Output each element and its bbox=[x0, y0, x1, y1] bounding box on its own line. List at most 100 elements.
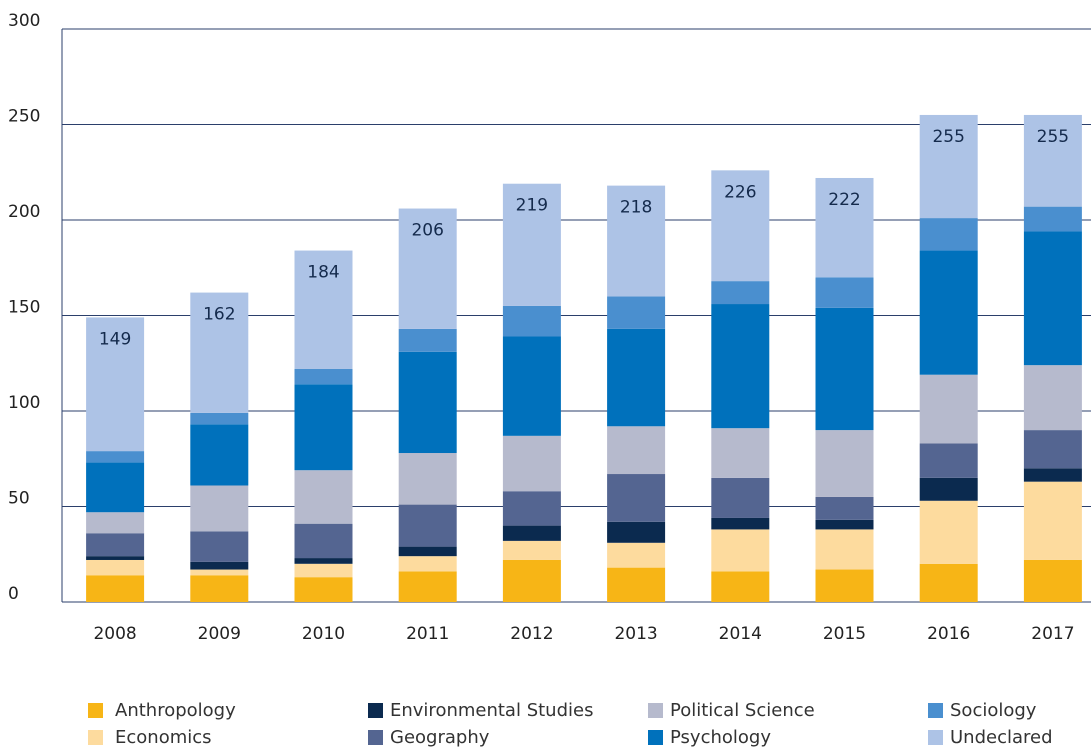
legend-label: Undeclared bbox=[950, 727, 1053, 748]
bar-segment bbox=[919, 218, 978, 251]
bar-segment bbox=[815, 177, 874, 278]
bar-segment bbox=[711, 477, 770, 518]
x-tick-label: 2010 bbox=[302, 624, 345, 644]
bar-segment bbox=[711, 170, 770, 282]
bar-segment bbox=[398, 453, 457, 505]
bar-segment bbox=[190, 424, 249, 486]
y-tick-label: 250 bbox=[8, 107, 40, 127]
bar-segment bbox=[86, 559, 145, 576]
bar-segment bbox=[294, 384, 353, 471]
legend-swatch bbox=[88, 730, 103, 745]
bar-segment bbox=[502, 559, 561, 602]
x-tick-label: 2013 bbox=[614, 624, 657, 644]
total-label: 162 bbox=[203, 305, 235, 325]
bar-segment bbox=[86, 512, 145, 534]
bar-segment bbox=[607, 328, 666, 427]
total-label: 184 bbox=[307, 263, 339, 283]
bar-segment bbox=[502, 540, 561, 560]
bar-segment bbox=[294, 368, 353, 385]
bar-segment bbox=[398, 556, 457, 572]
bar-segment bbox=[711, 428, 770, 478]
bar-segment bbox=[294, 470, 353, 524]
bar-segment bbox=[190, 531, 249, 562]
bar-segment bbox=[294, 250, 353, 369]
bar-segment bbox=[190, 412, 249, 425]
bar-segment bbox=[1023, 559, 1082, 602]
bar-segment bbox=[607, 521, 666, 543]
legend-label: Anthropology bbox=[115, 700, 236, 721]
bar-segment bbox=[1023, 114, 1082, 207]
x-tick-label: 2009 bbox=[198, 624, 241, 644]
x-tick-label: 2011 bbox=[406, 624, 449, 644]
bar-segment bbox=[86, 533, 145, 557]
bar-segment bbox=[607, 426, 666, 475]
y-tick-label: 100 bbox=[8, 393, 40, 413]
bar-segment bbox=[815, 277, 874, 308]
bar-segment bbox=[815, 430, 874, 497]
bar-segment bbox=[815, 569, 874, 602]
bar-segment bbox=[711, 571, 770, 602]
y-tick-label: 50 bbox=[8, 489, 30, 509]
x-tick-label: 2016 bbox=[927, 624, 970, 644]
bar-segment bbox=[815, 307, 874, 431]
y-tick-label: 200 bbox=[8, 202, 40, 222]
bar-segment bbox=[294, 558, 353, 564]
total-label: 255 bbox=[1037, 127, 1069, 147]
y-tick-label: 300 bbox=[8, 11, 40, 31]
y-tick-label: 150 bbox=[8, 298, 40, 318]
bar-segment bbox=[711, 529, 770, 572]
bar-segment bbox=[1023, 468, 1082, 482]
bar-segment bbox=[502, 336, 561, 436]
bar-segment bbox=[86, 317, 145, 452]
bar-segment bbox=[190, 575, 249, 602]
bar-segment bbox=[190, 569, 249, 576]
bar-segment bbox=[86, 462, 145, 513]
x-tick-label: 2014 bbox=[719, 624, 762, 644]
bar-segment bbox=[398, 571, 457, 602]
bar-segment bbox=[919, 250, 978, 375]
x-tick-label: 2012 bbox=[510, 624, 553, 644]
bar-segment bbox=[919, 563, 978, 602]
bar-segment bbox=[398, 351, 457, 454]
legend-label: Geography bbox=[390, 727, 490, 748]
total-label: 219 bbox=[516, 196, 548, 216]
legend-swatch bbox=[368, 730, 383, 745]
bar-segment bbox=[190, 561, 249, 570]
bar-segment bbox=[1023, 365, 1082, 431]
bar-segment bbox=[398, 504, 457, 547]
bar-segment bbox=[919, 500, 978, 564]
legend-swatch bbox=[648, 730, 663, 745]
total-label: 226 bbox=[724, 182, 756, 202]
bar-segment bbox=[1023, 206, 1082, 232]
bar-segment bbox=[502, 435, 561, 492]
bar-segment bbox=[502, 491, 561, 526]
bar-segment bbox=[815, 529, 874, 570]
bar-segment bbox=[294, 523, 353, 559]
bar-segment bbox=[919, 374, 978, 444]
bar-segment bbox=[1023, 481, 1082, 560]
bar-segment bbox=[398, 328, 457, 352]
bar-segment bbox=[919, 477, 978, 501]
total-label: 218 bbox=[620, 198, 652, 218]
bar-segment bbox=[1023, 430, 1082, 469]
bar-segment bbox=[607, 185, 666, 297]
x-tick-label: 2015 bbox=[823, 624, 866, 644]
legend-swatch bbox=[648, 703, 663, 718]
legend-swatch bbox=[368, 703, 383, 718]
bar-segment bbox=[502, 305, 561, 337]
bar-segment bbox=[607, 474, 666, 522]
x-tick-label: 2008 bbox=[93, 624, 136, 644]
bar-segment bbox=[398, 546, 457, 557]
bar-segment bbox=[398, 208, 457, 329]
bar-segment bbox=[607, 296, 666, 329]
legend-swatch bbox=[928, 703, 943, 718]
legend-swatch bbox=[928, 730, 943, 745]
bar-segment bbox=[711, 304, 770, 429]
bar-segment bbox=[815, 496, 874, 520]
bar-segment bbox=[502, 525, 561, 541]
bar-segment bbox=[86, 575, 145, 602]
bar-segment bbox=[294, 563, 353, 578]
bar-segment bbox=[190, 485, 249, 532]
bar-segment bbox=[607, 567, 666, 602]
bar-segment bbox=[607, 542, 666, 568]
